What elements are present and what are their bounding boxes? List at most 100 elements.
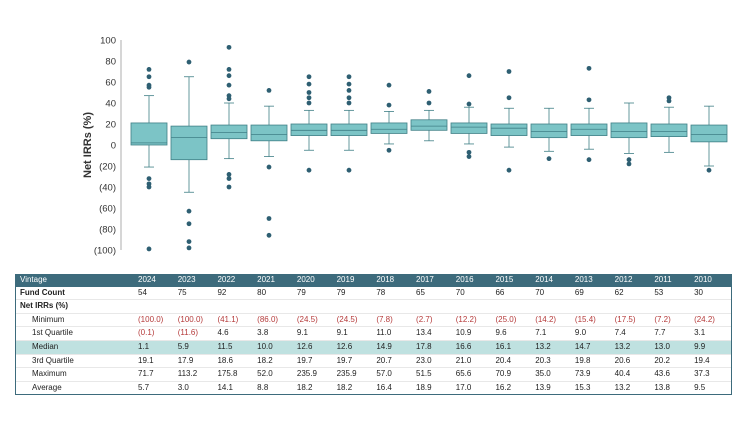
outlier-point — [466, 73, 472, 79]
cell-net-irrs-2023 — [174, 299, 215, 314]
cell-median-2010: 9.9 — [691, 340, 731, 355]
cell-fund-count-2011: 53 — [651, 286, 692, 301]
cell-minimum-2011: (7.2) — [651, 313, 692, 328]
table-row-median: Median 1.1 5.9 11.5 10.0 12.6 12.6 14.9 17.8 16.6… — [16, 340, 731, 355]
cell-minimum-2017: (2.7) — [413, 313, 453, 328]
row-label: Maximum — [16, 367, 135, 382]
header-year-2023: 2023 — [174, 274, 215, 287]
outlier-point — [706, 167, 712, 173]
y-tick-label: 60 — [105, 78, 116, 89]
cell-1st-quartile-2017: 13.4 — [413, 326, 453, 341]
outlier-point — [226, 73, 232, 79]
outlier-point — [226, 184, 232, 190]
cell-fund-count-2010: 30 — [691, 286, 731, 301]
cell-minimum-2024: (100.0) — [135, 313, 175, 328]
y-tick-label: (60) — [99, 204, 116, 215]
cell-minimum-2014: (14.2) — [532, 313, 572, 328]
cell-average-2010: 9.5 — [694, 382, 706, 392]
header-year-2016: 2016 — [452, 274, 493, 287]
header-year-2018: 2018 — [373, 274, 414, 287]
cell-3rd-quartile-2024: 19.1 — [135, 354, 175, 369]
cell-median-2019: 12.6 — [333, 340, 374, 355]
outlier-point — [506, 95, 512, 101]
outlier-point — [506, 69, 512, 74]
outlier-point — [306, 74, 312, 80]
outlier-point — [346, 81, 352, 87]
table-row-average: Average 5.7 3.0 14.1 8.8 18.2 18.2 16.4 18.9 17.0… — [16, 381, 731, 394]
iqr-box — [570, 123, 608, 136]
outlier-point — [226, 67, 232, 72]
cell-3rd-quartile-2018: 20.7 — [373, 354, 414, 369]
cell-fund-count-2013: 69 — [571, 286, 612, 301]
table-body: Fund Count 54 75 92 80 79 79 78 65 70 66 70 69 62 53 30… — [16, 286, 731, 395]
cell-minimum-2023: (100.0) — [174, 313, 215, 328]
cell-fund-count-2021: 80 — [254, 286, 294, 301]
row-label: Average — [32, 382, 62, 392]
cell-3rd-quartile-2017: 23.0 — [413, 354, 453, 369]
cell-1st-quartile-2021: 3.8 — [254, 326, 294, 341]
row-label: Median — [16, 340, 135, 355]
cell-net-irrs-2019 — [333, 299, 374, 314]
outlier-point — [426, 100, 432, 106]
cell-maximum-2024: 71.7 — [135, 367, 175, 382]
box-2016 — [450, 73, 488, 159]
cell-maximum-2012: 40.4 — [611, 367, 652, 382]
cell-average-2011: 13.8 — [654, 382, 670, 392]
outlier-point — [146, 84, 152, 90]
header-year-2013: 2013 — [571, 274, 612, 287]
box-2014 — [530, 107, 568, 162]
y-axis-ticks: 100 80 60 40 20 0 (20) (40) (60) (80) (100) — [94, 36, 116, 257]
cell-fund-count-2023: 75 — [174, 286, 215, 301]
header-year-2022: 2022 — [214, 274, 255, 287]
cell-median-2015: 16.1 — [492, 340, 533, 355]
cell-net-irrs-2017 — [413, 299, 453, 314]
cell-3rd-quartile-2022: 18.6 — [214, 354, 255, 369]
cell-average-2019: 18.2 — [336, 382, 353, 392]
cell-3rd-quartile-2011: 20.2 — [651, 354, 692, 369]
outlier-point — [186, 239, 192, 245]
y-tick-label: 40 — [105, 99, 116, 110]
cell-1st-quartile-2014: 7.1 — [532, 326, 572, 341]
iqr-box — [450, 122, 488, 134]
iqr-box — [490, 123, 528, 136]
row-label: 3rd Quartile — [16, 354, 135, 369]
header-year-2020: 2020 — [293, 274, 334, 287]
iqr-box — [650, 123, 688, 138]
cell-median-2023: 5.9 — [174, 340, 215, 355]
cell-minimum-2016: (12.2) — [452, 313, 493, 328]
cell-average-2017: 18.9 — [416, 382, 432, 392]
outlier-point — [226, 82, 232, 88]
cell-median-2018: 14.9 — [373, 340, 414, 355]
cell-3rd-quartile-2012: 20.6 — [611, 354, 652, 369]
cell-3rd-quartile-2019: 19.7 — [333, 354, 374, 369]
cell-fund-count-2015: 66 — [492, 286, 533, 301]
cell-fund-count-2017: 65 — [413, 286, 453, 301]
cell-average-2016: 17.0 — [455, 382, 472, 392]
header-year-2015: 2015 — [492, 274, 533, 287]
row-label: Minimum — [16, 313, 135, 328]
outlier-point — [226, 176, 232, 182]
cell-median-2013: 14.7 — [571, 340, 612, 355]
cell-maximum-2023: 113.2 — [174, 367, 215, 382]
iqr-box — [370, 122, 408, 134]
y-tick-label: 80 — [105, 57, 116, 68]
header-year-2012: 2012 — [611, 274, 652, 287]
cell-minimum-2013: (15.4) — [571, 313, 612, 328]
outlier-point — [586, 97, 592, 103]
table-row-maximum: Maximum 71.7 113.2 175.8 52.0 235.9 235.9 57.0 5… — [16, 367, 731, 382]
outlier-point — [346, 167, 352, 173]
outlier-point — [506, 167, 512, 173]
iqr-box — [610, 122, 648, 139]
table-row-1st-quartile: 1st Quartile (0.1) (11.6) 4.6 3.8 9.1 9.1 11.0 1… — [16, 326, 731, 341]
header-year-2019: 2019 — [333, 274, 374, 287]
cell-minimum-2020: (24.5) — [293, 313, 334, 328]
outlier-point — [626, 157, 632, 163]
cell-maximum-2020: 235.9 — [293, 367, 334, 382]
cell-average-2012: 13.2 — [614, 382, 631, 392]
box-2023 — [170, 59, 208, 251]
cell-average-2018: 16.4 — [376, 382, 392, 392]
cell-average-2021: 8.8 — [257, 382, 269, 392]
header-year-2017: 2017 — [413, 274, 453, 287]
box-2017 — [410, 89, 448, 142]
cell-net-irrs-2015 — [492, 299, 533, 314]
